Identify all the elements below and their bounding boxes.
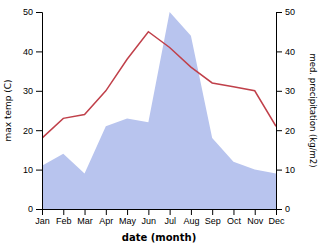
tick: Mar: [77, 209, 93, 226]
tick-label: May: [119, 216, 137, 226]
x-axis-title: date (month): [122, 232, 196, 243]
tick-label: Feb: [56, 216, 72, 226]
tick: 40: [23, 47, 42, 57]
tick: Apr: [99, 209, 113, 226]
temperature-line: [42, 32, 276, 138]
tick-label: 20: [285, 126, 295, 136]
tick: 20: [276, 126, 295, 136]
y-axis-title: max temp (C): [3, 79, 13, 141]
tick: 30: [23, 86, 42, 96]
tick: 40: [276, 47, 295, 57]
tick-label: 0: [28, 204, 33, 214]
tick: 30: [276, 86, 295, 96]
chart-svg: JanFebMarAprMayJunJulAugSepOctNovDec0102…: [0, 0, 318, 247]
tick: 50: [276, 7, 295, 17]
tick-mark: [63, 209, 64, 215]
tick-mark: [36, 209, 42, 210]
tick: 0: [28, 204, 42, 214]
tick-mark: [276, 91, 282, 92]
tick-label: 0: [285, 204, 290, 214]
tick-label: Jul: [164, 216, 176, 226]
tick: 20: [23, 126, 42, 136]
tick: Feb: [56, 209, 72, 226]
tick-label: 50: [285, 7, 295, 17]
tick-mark: [36, 91, 42, 92]
tick: Nov: [247, 209, 264, 226]
tick-mark: [276, 209, 282, 210]
tick-mark: [36, 12, 42, 13]
y2-axis-title: med. precipitation (kg/m2): [308, 53, 318, 167]
tick-mark: [255, 209, 256, 215]
tick-label: Dec: [268, 216, 285, 226]
tick: Sep: [205, 209, 221, 226]
tick-mark: [191, 209, 192, 215]
axis-line: [43, 210, 277, 216]
tick-mark: [148, 209, 149, 215]
tick-label: 30: [23, 86, 33, 96]
tick-label: 30: [285, 86, 295, 96]
plot-area: JanFebMarAprMayJunJulAugSepOctNovDec0102…: [23, 7, 295, 226]
y-axis: 0 10 20 30 40 50: [23, 7, 43, 214]
tick-mark: [170, 209, 171, 215]
tick-mark: [233, 209, 234, 215]
tick-label: Sep: [205, 216, 221, 226]
tick: 0: [276, 204, 290, 214]
tick-mark: [276, 170, 282, 171]
tick-label: 20: [23, 126, 33, 136]
tick: May: [119, 209, 137, 226]
tick-label: Nov: [247, 216, 264, 226]
tick-mark: [212, 209, 213, 215]
tick-label: 50: [23, 7, 33, 17]
tick-mark: [36, 130, 42, 131]
chart-container: JanFebMarAprMayJunJulAugSepOctNovDec0102…: [0, 0, 318, 247]
tick-label: Oct: [227, 216, 242, 226]
tick: 50: [23, 7, 42, 17]
tick-label: 40: [23, 47, 33, 57]
tick-mark: [36, 170, 42, 171]
tick-mark: [36, 51, 42, 52]
tick: Oct: [227, 209, 242, 226]
tick-label: 10: [23, 165, 33, 175]
marks: [42, 12, 276, 209]
tick-mark: [85, 209, 86, 215]
tick: Jan: [35, 209, 50, 226]
x-axis: Jan Feb Mar Apr May Jun Jul Aug Sep Oct Nov Dec: [35, 209, 285, 226]
tick-mark: [127, 209, 128, 215]
tick-label: Mar: [77, 216, 93, 226]
y2-axis: 0 10 20 30 40 50: [276, 7, 295, 214]
tick: Jun: [142, 209, 157, 226]
axis-line: [277, 13, 283, 210]
tick: Jul: [164, 209, 176, 226]
tick-label: Jun: [142, 216, 157, 226]
tick-mark: [276, 130, 282, 131]
tick-mark: [106, 209, 107, 215]
axis-line: [36, 13, 43, 210]
tick-label: 40: [285, 47, 295, 57]
tick-label: Apr: [99, 216, 113, 226]
tick: 10: [23, 165, 42, 175]
tick-label: Aug: [183, 216, 199, 226]
tick-label: 10: [285, 165, 295, 175]
precipitation-area: [42, 12, 276, 209]
tick-mark: [276, 51, 282, 52]
tick: 10: [276, 165, 295, 175]
tick: Dec: [268, 209, 285, 226]
tick: Aug: [183, 209, 199, 226]
tick-label: Jan: [35, 216, 50, 226]
tick-mark: [276, 12, 282, 13]
